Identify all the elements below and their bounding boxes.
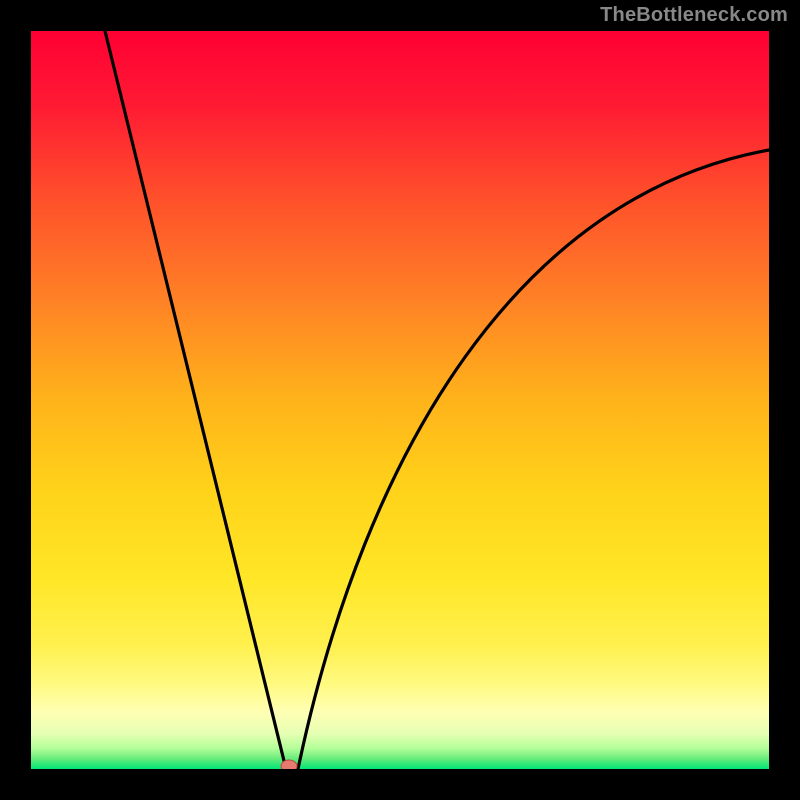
watermark-label: TheBottleneck.com	[600, 4, 788, 27]
chart-container: TheBottleneck.com	[0, 0, 800, 800]
bottleneck-chart	[0, 0, 800, 800]
plot-background	[31, 31, 769, 769]
